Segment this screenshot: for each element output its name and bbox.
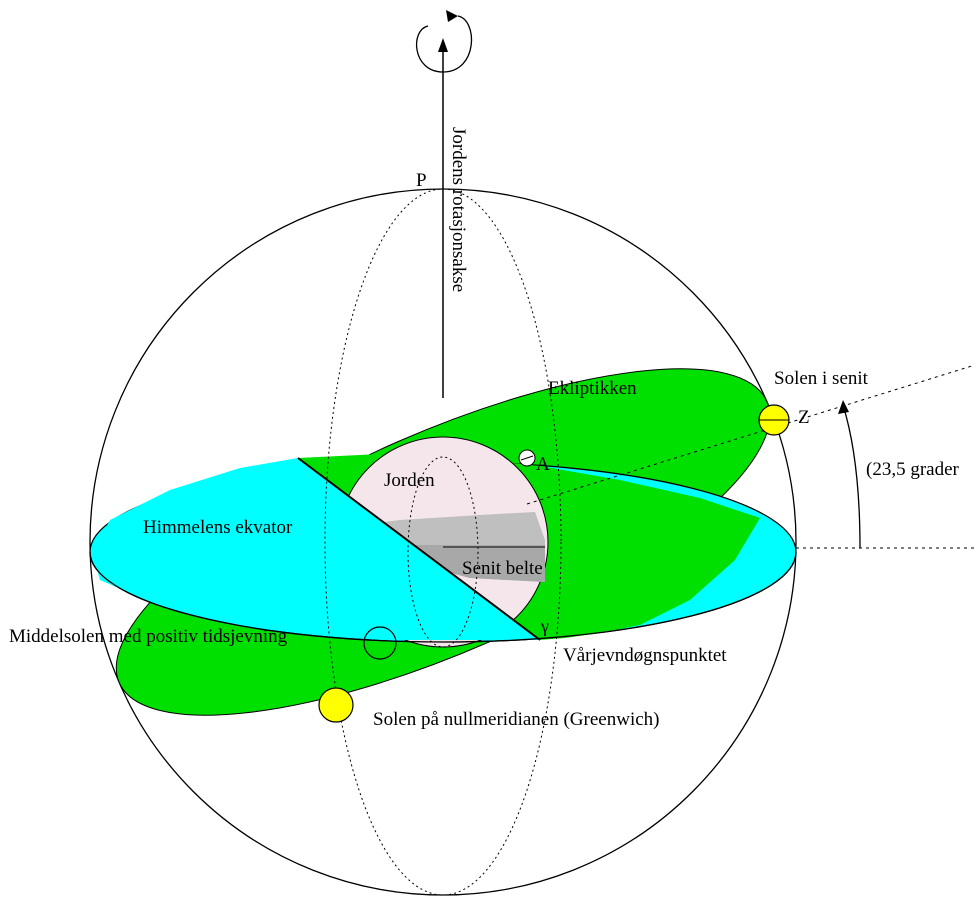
angle-arc bbox=[842, 404, 861, 549]
point-a-label: A bbox=[536, 454, 550, 475]
rotation-arrow-head bbox=[446, 10, 458, 22]
rotation-axis-arrowhead bbox=[438, 38, 448, 52]
earth-meridian bbox=[407, 456, 479, 648]
rotation-axis-label: Jordens rotasjonsakse bbox=[448, 127, 469, 292]
equator-front-edge bbox=[89, 551, 797, 643]
mean-sun bbox=[363, 626, 397, 660]
angle-label: (23,5 grader bbox=[866, 459, 960, 480]
gamma-label: γ bbox=[540, 616, 549, 636]
vernal-equinox-label: Vårjevndøgnspunktet bbox=[563, 645, 727, 666]
sun-greenwich bbox=[318, 687, 354, 723]
zenith-belt-dark bbox=[400, 545, 545, 582]
angle-arrowhead bbox=[838, 400, 849, 414]
earth-label: Jorden bbox=[384, 470, 435, 491]
meridian-circle bbox=[324, 188, 562, 896]
zenith-direction-line bbox=[526, 364, 976, 505]
mean-sun-label: Middelsolen med positiv tidsjevning bbox=[9, 626, 288, 647]
equator-front-part bbox=[92, 458, 540, 640]
zenith-point-label: Z bbox=[798, 407, 810, 428]
equinox-line bbox=[297, 457, 541, 641]
sun-zenith-label: Solen i senit bbox=[774, 368, 869, 389]
rotation-arrow bbox=[415, 15, 473, 73]
ecliptic-label: Ekliptikken bbox=[548, 378, 637, 399]
sun-greenwich-label: Solen på nullmeridianen (Greenwich) bbox=[373, 709, 659, 730]
celestial-equator-label: Himmelens ekvator bbox=[143, 517, 293, 538]
zenith-belt-label: Senit belte bbox=[462, 558, 543, 579]
pole-label: P bbox=[416, 170, 427, 191]
